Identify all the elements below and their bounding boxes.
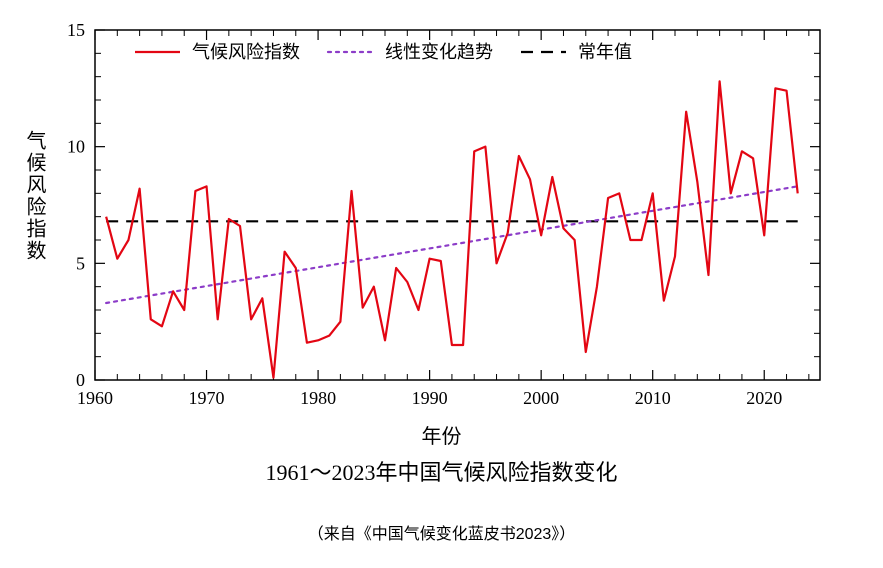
chart-container: 气候风险指数 196019701980199020002010202005101… bbox=[0, 0, 883, 568]
svg-text:1990: 1990 bbox=[412, 388, 448, 408]
svg-text:10: 10 bbox=[67, 137, 85, 157]
svg-text:2000: 2000 bbox=[523, 388, 559, 408]
svg-text:线性变化趋势: 线性变化趋势 bbox=[385, 42, 493, 62]
chart-title: 1961～2023年中国气候风险指数变化 bbox=[0, 455, 883, 487]
svg-text:0: 0 bbox=[76, 370, 85, 390]
svg-text:1960: 1960 bbox=[77, 388, 113, 408]
svg-text:2020: 2020 bbox=[746, 388, 782, 408]
svg-text:5: 5 bbox=[76, 253, 85, 273]
svg-text:1980: 1980 bbox=[300, 388, 336, 408]
chart-source: （来自《中国气候变化蓝皮书2023》） bbox=[0, 520, 883, 544]
svg-text:1970: 1970 bbox=[189, 388, 225, 408]
svg-text:2010: 2010 bbox=[635, 388, 671, 408]
chart-svg: 1960 1970 1980 1990 2000 2010 2020 0 5 10 15 气候风险指数… bbox=[40, 20, 840, 420]
svg-text:常年值: 常年值 bbox=[578, 42, 632, 62]
svg-text:气候风险指数: 气候风险指数 bbox=[192, 42, 300, 62]
x-axis-label: 年份 bbox=[0, 420, 883, 449]
svg-text:15: 15 bbox=[67, 20, 85, 40]
chart-plot-area: 1960 1970 1980 1990 2000 2010 2020 0 5 10 15 气候风险指数… bbox=[40, 20, 840, 440]
